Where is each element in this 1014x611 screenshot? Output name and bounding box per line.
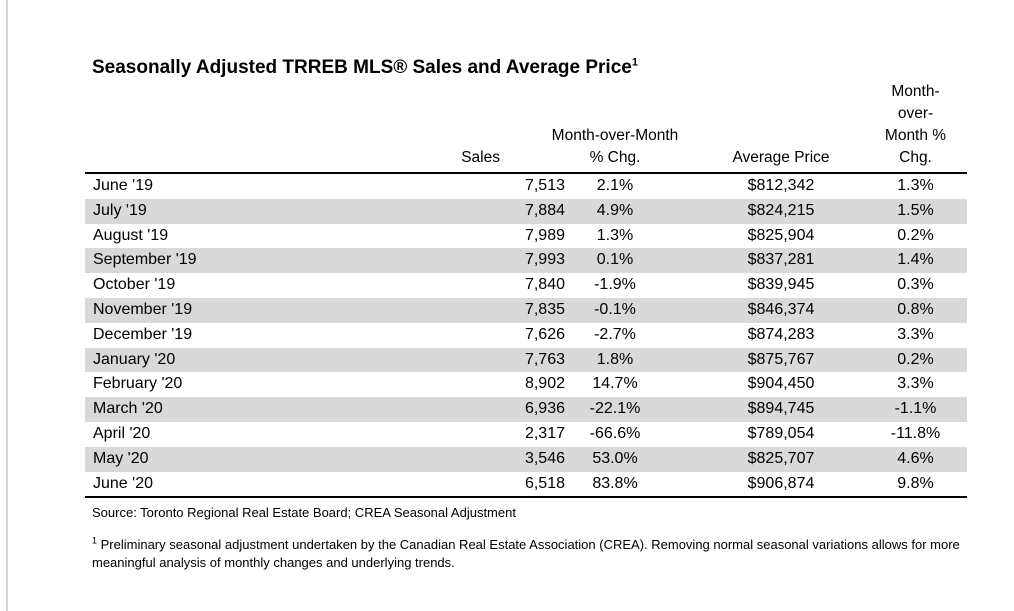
- table-row: December '19 7,626 -2.7% $874,283 3.3%: [85, 323, 967, 348]
- cell-sales: 7,993: [524, 251, 565, 269]
- table-row: June '20 6,518 83.8% $906,874 9.8%: [85, 472, 967, 497]
- data-table: June '19 7,513 2.1% $812,342 1.3% July '19 7,8…: [85, 172, 967, 499]
- header-sales-mom-chg: Month-over-Month % Chg.: [530, 125, 700, 169]
- header-price-mom-line1: Month-: [891, 83, 940, 100]
- title-footnote-mark: 1: [631, 56, 638, 69]
- row-month-label: June '20: [93, 474, 153, 492]
- cell-average-price: $825,707: [747, 449, 815, 467]
- cell-sales: 6,518: [524, 474, 565, 492]
- table-title: Seasonally Adjusted TRREB MLS® Sales and…: [92, 57, 638, 79]
- header-price-mom-line3: Month %: [884, 127, 947, 144]
- cell-sales-mom-chg: 83.8%: [592, 474, 638, 492]
- cell-sales-mom-chg: -22.1%: [589, 400, 641, 418]
- cell-sales: 7,840: [524, 276, 565, 294]
- cell-sales: 6,936: [524, 400, 565, 418]
- row-month-label: July '19: [93, 201, 147, 219]
- cell-price-mom-chg: 9.8%: [897, 474, 934, 492]
- cell-sales-mom-chg: -2.7%: [594, 325, 636, 343]
- cell-price-mom-chg: -1.1%: [894, 400, 937, 418]
- table-title-text: Seasonally Adjusted TRREB MLS® Sales and…: [92, 57, 632, 78]
- cell-sales-mom-chg: -66.6%: [589, 424, 641, 442]
- cell-price-mom-chg: 0.3%: [897, 276, 934, 294]
- cell-price-mom-chg: 4.6%: [897, 449, 934, 467]
- table-row: February '20 8,902 14.7% $904,450 3.3%: [85, 372, 967, 397]
- cell-sales-mom-chg: 1.3%: [596, 226, 634, 244]
- cell-average-price: $875,767: [747, 350, 815, 368]
- table-row: May '20 3,546 53.0% $825,707 4.6%: [85, 446, 967, 472]
- cell-sales-mom-chg: -1.9%: [594, 276, 636, 294]
- cell-sales: 7,884: [524, 201, 565, 219]
- cell-sales: 3,546: [524, 449, 565, 467]
- row-month-label: September '19: [93, 251, 197, 269]
- row-month-label: October '19: [93, 276, 176, 294]
- header-price-mom-line2: over-: [897, 105, 934, 122]
- row-month-label: June '19: [93, 177, 153, 194]
- table-row: June '19 7,513 2.1% $812,342 1.3%: [85, 174, 967, 199]
- header-average-price: Average Price: [732, 149, 830, 166]
- cell-price-mom-chg: 1.5%: [897, 201, 934, 219]
- row-month-label: November '19: [93, 300, 193, 318]
- cell-sales-mom-chg: 2.1%: [596, 177, 634, 194]
- table-row: April '20 2,317 -66.6% $789,054 -11.8%: [85, 422, 967, 447]
- cell-price-mom-chg: 3.3%: [897, 375, 934, 393]
- cell-sales-mom-chg: -0.1%: [594, 300, 636, 318]
- table-row: January '20 7,763 1.8% $875,767 0.2%: [85, 347, 967, 373]
- row-month-label: August '19: [93, 226, 169, 244]
- cell-sales-mom-chg: 14.7%: [592, 375, 638, 393]
- footnote-text: Preliminary seasonal adjustment undertak…: [92, 537, 960, 570]
- table-row: March '20 6,936 -22.1% $894,745 -1.1%: [85, 397, 967, 422]
- cell-sales: 2,317: [524, 424, 565, 442]
- cell-average-price: $789,054: [747, 424, 815, 442]
- row-month-label: April '20: [93, 424, 151, 442]
- footnote: 1 Preliminary seasonal adjustment undert…: [92, 536, 972, 572]
- row-month-label: February '20: [93, 375, 183, 393]
- cell-price-mom-chg: 0.8%: [897, 300, 934, 318]
- cell-sales: 7,989: [524, 226, 565, 244]
- source-note: Source: Toronto Regional Real Estate Boa…: [92, 505, 516, 520]
- row-month-label: March '20: [93, 400, 163, 418]
- cell-sales-mom-chg: 4.9%: [596, 201, 634, 219]
- cell-sales: 7,513: [524, 177, 565, 194]
- cell-price-mom-chg: 1.3%: [897, 177, 934, 194]
- header-sales-mom-line2: % Chg.: [589, 149, 641, 166]
- table-row: August '19 7,989 1.3% $825,904 0.2%: [85, 224, 967, 249]
- cell-average-price: $824,215: [747, 201, 815, 219]
- cell-sales-mom-chg: 53.0%: [592, 449, 638, 467]
- cell-sales: 7,835: [524, 300, 565, 318]
- header-price-mom-chg: Month- over- Month % Chg.: [868, 81, 963, 169]
- table-row: November '19 7,835 -0.1% $846,374 0.8%: [85, 297, 967, 323]
- cell-sales: 7,626: [524, 325, 565, 343]
- header-sales-mom-line1: Month-over-Month: [551, 127, 679, 144]
- page-left-border: [6, 0, 8, 611]
- cell-average-price: $839,945: [747, 276, 815, 294]
- row-month-label: December '19: [93, 325, 193, 343]
- cell-price-mom-chg: -11.8%: [890, 424, 941, 442]
- table-row: September '19 7,993 0.1% $837,281 1.4%: [85, 248, 967, 274]
- header-sales: Sales: [461, 149, 500, 166]
- cell-sales-mom-chg: 0.1%: [596, 251, 634, 269]
- table-row: July '19 7,884 4.9% $824,215 1.5%: [85, 198, 967, 224]
- table-row: October '19 7,840 -1.9% $839,945 0.3%: [85, 273, 967, 298]
- cell-sales: 8,902: [524, 375, 565, 393]
- cell-sales-mom-chg: 1.8%: [596, 350, 634, 368]
- row-month-label: May '20: [93, 449, 149, 467]
- cell-average-price: $846,374: [747, 300, 815, 318]
- cell-average-price: $812,342: [747, 177, 815, 194]
- cell-average-price: $904,450: [747, 375, 815, 393]
- cell-average-price: $825,904: [747, 226, 815, 244]
- cell-average-price: $906,874: [747, 474, 815, 492]
- cell-average-price: $874,283: [747, 325, 815, 343]
- cell-price-mom-chg: 0.2%: [897, 226, 934, 244]
- cell-price-mom-chg: 1.4%: [897, 251, 934, 269]
- cell-average-price: $894,745: [747, 400, 815, 418]
- footnote-mark: 1: [92, 535, 98, 546]
- row-month-label: January '20: [93, 350, 176, 368]
- cell-sales: 7,763: [524, 350, 565, 368]
- cell-price-mom-chg: 0.2%: [897, 350, 934, 368]
- cell-price-mom-chg: 3.3%: [897, 325, 934, 343]
- header-price-mom-line4: Chg.: [899, 149, 932, 166]
- cell-average-price: $837,281: [747, 251, 815, 269]
